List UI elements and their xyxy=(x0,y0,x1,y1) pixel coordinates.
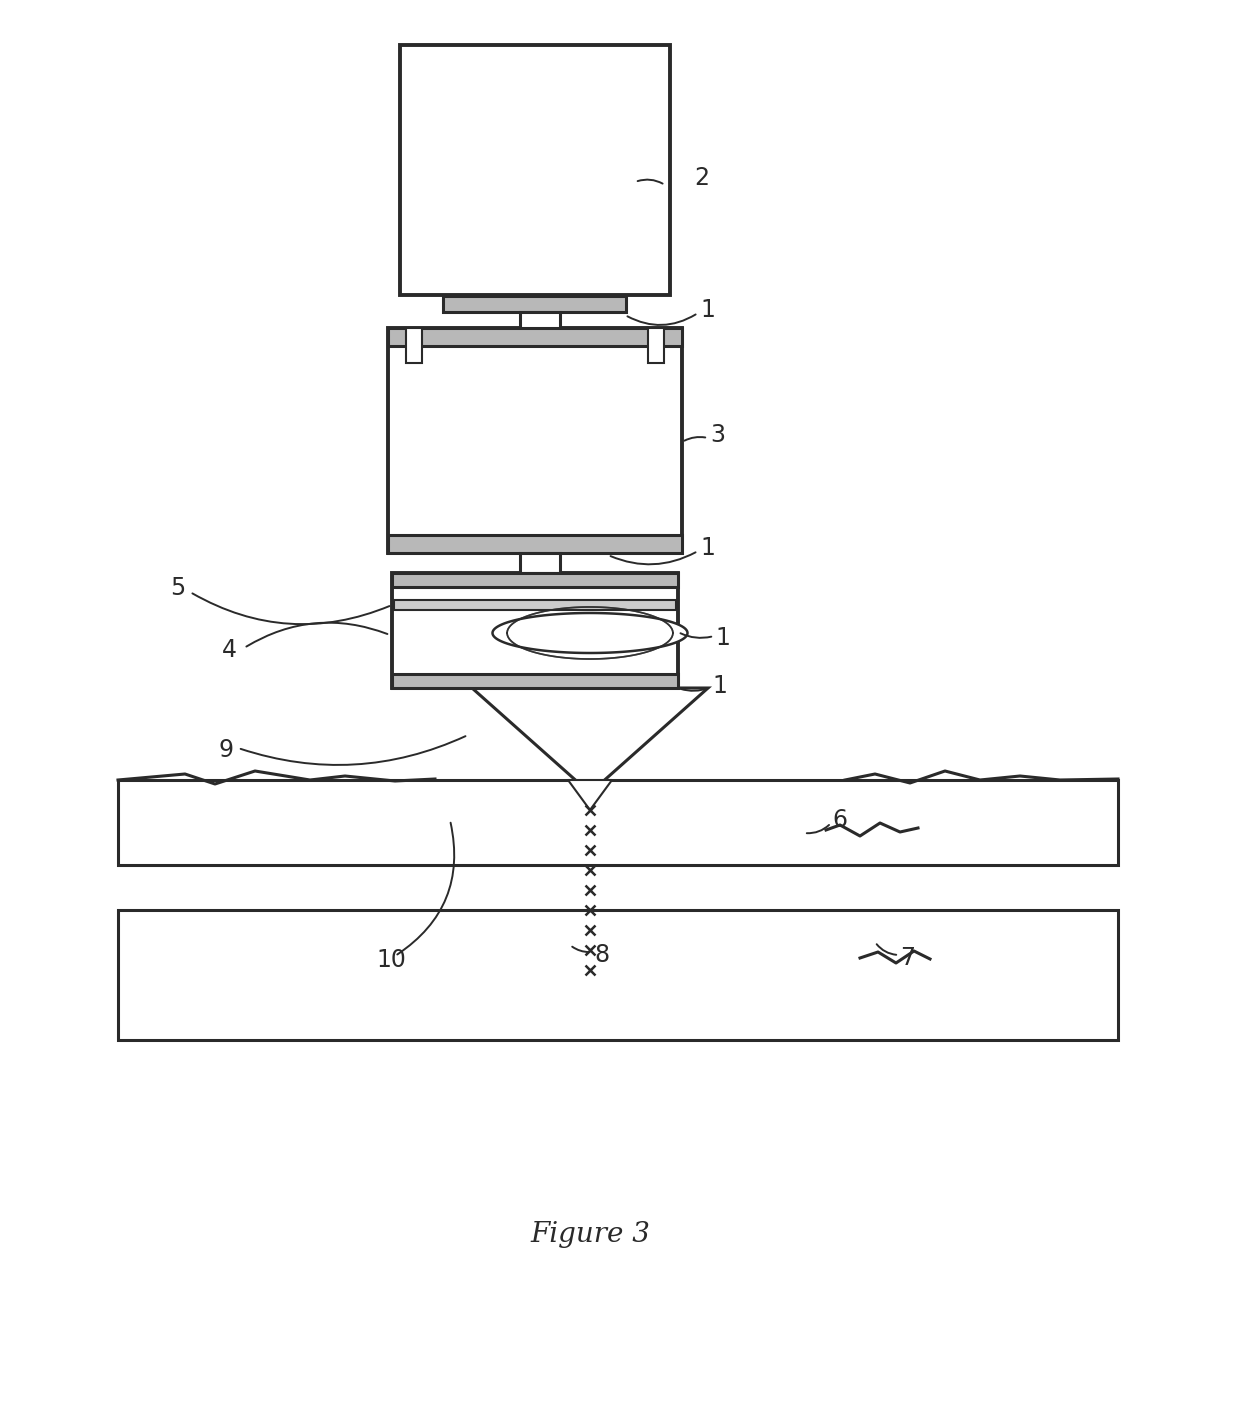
Bar xyxy=(520,553,560,572)
Text: 4: 4 xyxy=(222,637,237,663)
Bar xyxy=(405,329,422,362)
Text: 3: 3 xyxy=(711,423,725,447)
Bar xyxy=(401,45,670,295)
Text: 5: 5 xyxy=(170,577,185,601)
Polygon shape xyxy=(472,688,708,792)
Bar xyxy=(392,572,678,688)
Text: 1: 1 xyxy=(715,626,730,650)
Bar xyxy=(118,909,1118,1041)
Text: 10: 10 xyxy=(376,948,405,971)
Text: Figure 3: Figure 3 xyxy=(529,1221,650,1248)
Polygon shape xyxy=(568,780,613,809)
Bar xyxy=(118,780,1118,864)
Bar xyxy=(520,312,560,330)
Bar xyxy=(394,601,676,611)
Polygon shape xyxy=(492,613,687,653)
Bar xyxy=(388,534,682,553)
Text: 7: 7 xyxy=(900,946,915,970)
Text: 9: 9 xyxy=(218,737,233,761)
Bar xyxy=(443,296,626,312)
Text: 1: 1 xyxy=(712,674,727,698)
Bar xyxy=(388,329,682,345)
Text: 8: 8 xyxy=(594,943,609,967)
Text: 1: 1 xyxy=(701,536,715,560)
Bar xyxy=(392,572,678,587)
Text: 1: 1 xyxy=(701,298,715,321)
Text: 6: 6 xyxy=(832,808,847,832)
Bar xyxy=(649,329,663,362)
Bar xyxy=(388,329,682,553)
Bar xyxy=(392,674,678,688)
Text: 2: 2 xyxy=(694,166,709,190)
